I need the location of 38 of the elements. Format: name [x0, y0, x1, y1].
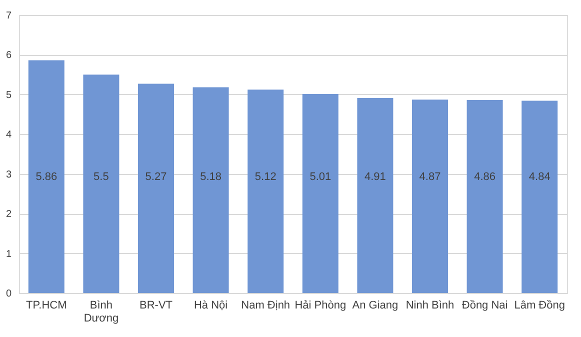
y-tick-label: 5	[6, 90, 12, 101]
y-tick-label: 0	[6, 288, 12, 300]
data-label: 5.18	[200, 171, 222, 183]
bar	[522, 100, 558, 293]
y-tick-label: 2	[6, 209, 12, 220]
bar	[357, 98, 394, 293]
bar	[412, 100, 448, 293]
bar	[302, 94, 338, 293]
data-label: 5.27	[145, 171, 167, 183]
y-tick-label: 7	[6, 10, 12, 22]
x-tick-label: Đồng Nai	[462, 300, 508, 312]
data-label: 5.01	[310, 171, 332, 183]
x-tick-label: TP.HCM	[26, 300, 67, 312]
data-label: 5.86	[36, 171, 58, 183]
x-tick-label: Hải Phòng	[294, 300, 346, 312]
bar	[466, 100, 503, 293]
data-label: 5.5	[94, 171, 109, 183]
y-tick-label: 1	[6, 248, 12, 260]
x-tick-label: Lâm Đồng	[514, 300, 565, 312]
data-label: 4.91	[364, 171, 386, 183]
y-tick-label: 6	[6, 50, 12, 62]
x-tick-label: Hà Nội	[194, 300, 228, 312]
bar	[192, 87, 229, 293]
x-tick-label: Bình Dương	[84, 300, 119, 324]
data-label: 4.84	[528, 171, 550, 183]
y-tick-label: 4	[6, 130, 12, 141]
bar	[28, 60, 64, 293]
x-tick-label: Nam Định	[241, 300, 290, 312]
x-tick-label: BR-VT	[140, 300, 173, 312]
data-label: 4.86	[474, 171, 496, 183]
y-tick-label: 3	[6, 169, 12, 180]
data-label: 4.87	[419, 171, 441, 183]
bar	[248, 90, 284, 293]
data-label: 5.12	[254, 171, 276, 183]
x-tick-label: Ninh Bình	[406, 300, 454, 312]
bar	[138, 84, 174, 293]
bar	[83, 74, 120, 293]
x-tick-label: An Giang	[352, 300, 398, 312]
